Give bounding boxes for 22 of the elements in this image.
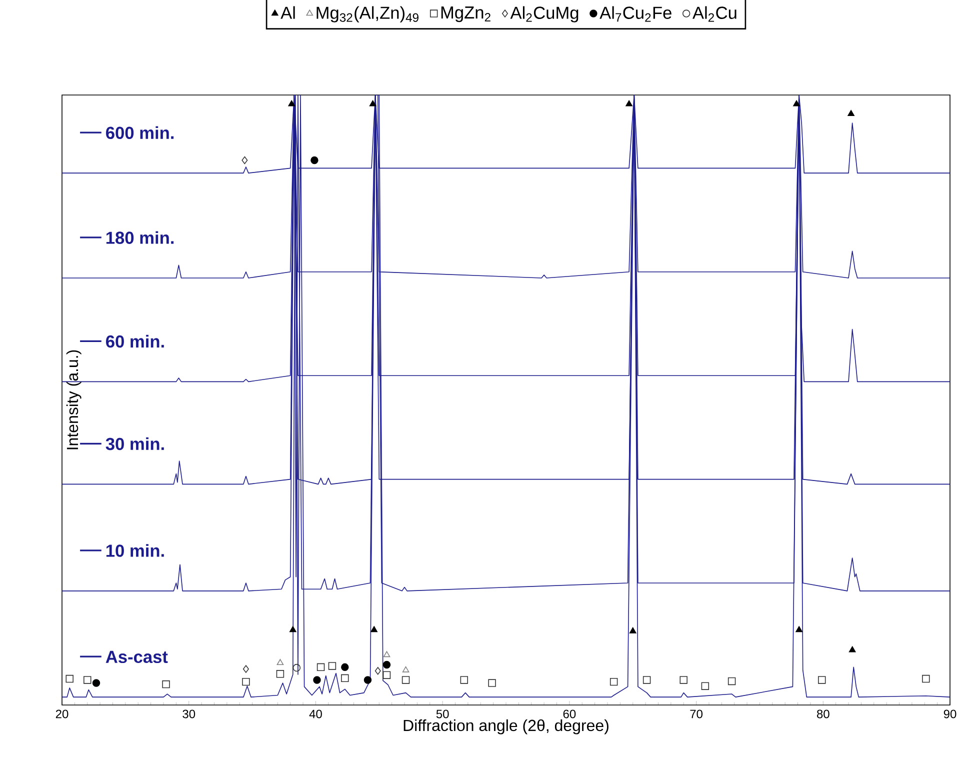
x-tick-label: 30 [182, 710, 196, 718]
x-tick-label: 90 [944, 710, 956, 718]
legend-label: 60 min. [106, 334, 164, 348]
legend-label: 600 min. [106, 126, 174, 140]
legend-label: Mg$_{32}$(Al,Zn)$_{49}$ [316, 6, 418, 22]
legend-label: Al [280, 6, 295, 19]
legend-label: As-cast [106, 650, 168, 664]
legend-label: Al$_{2}$Cu [692, 6, 736, 22]
legend-label: MgZn$_{2}$ [441, 6, 490, 22]
x-tick-label: 70 [690, 710, 702, 718]
x-axis-title: Diffraction angle (2θ, degree) [404, 719, 608, 734]
legend-label: 30 min. [106, 437, 164, 450]
x-tick-label: 80 [816, 710, 830, 718]
y-axis-title: Intensity (a.u.) [66, 350, 82, 450]
x-tick-label: 40 [309, 710, 322, 718]
legend-label: 180 min. [106, 231, 174, 244]
x-tick-label: 50 [436, 710, 449, 718]
legend-label: Al$_{2}$CuMg [510, 6, 578, 22]
legend-label: 10 min. [106, 544, 164, 557]
x-tick-label: 60 [563, 710, 576, 718]
legend-label: Al$_{7}$Cu$_{2}$Fe [600, 6, 672, 22]
x-tick-label: 20 [56, 710, 68, 718]
